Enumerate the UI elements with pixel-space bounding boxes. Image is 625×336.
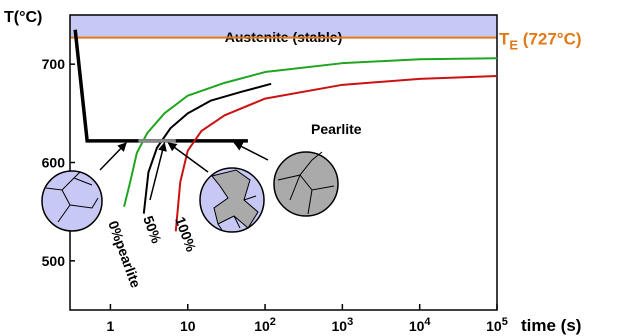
- x-tick-exponent: 3: [347, 316, 353, 328]
- y-tick-label: 700: [42, 56, 66, 72]
- x-tick-label: 10: [180, 318, 196, 334]
- x-tick-exponent: 4: [424, 316, 431, 328]
- microstructure-austenite-disc: [41, 170, 103, 232]
- callout-arrow-3: [233, 142, 269, 161]
- x-tick-label: 104: [409, 316, 432, 334]
- eutectoid-label-value: (727°C): [518, 30, 581, 49]
- eutectoid-label: TE (727°C): [499, 30, 582, 53]
- y-axis-label: T(°C): [4, 9, 42, 26]
- austenite-region: [70, 15, 497, 38]
- series-line-1: [142, 82, 272, 214]
- grain-boundaries: [277, 151, 335, 215]
- x-tick-label: 105: [486, 316, 508, 334]
- x-tick-label: 1: [107, 318, 115, 334]
- grain-boundaries: [45, 171, 99, 223]
- x-tick-label: 102: [254, 316, 276, 334]
- eutectoid-label-sub: E: [509, 38, 518, 53]
- series-label-0: 0%pearlite: [105, 219, 144, 290]
- series-line-0: [123, 57, 498, 207]
- callout-arrow-2: [167, 142, 209, 173]
- x-tick-label: 103: [332, 316, 354, 334]
- microstructure-pearlite-disc: [273, 151, 339, 217]
- microstructure-austenite: [41, 170, 103, 232]
- callout-arrow-1: [149, 141, 167, 201]
- x-tick-exponent: 2: [270, 316, 276, 328]
- x-axis-label: time (s): [521, 316, 581, 335]
- x-tick-exponent: 5: [502, 316, 508, 328]
- y-tick-label: 600: [42, 155, 66, 171]
- microstructure-partial: [199, 167, 265, 233]
- series-label-1: 50%: [140, 214, 165, 246]
- pearlite-annotation: Pearlite: [311, 121, 362, 137]
- pearlite-colony: [211, 169, 259, 229]
- isothermal-path: [73, 29, 248, 143]
- series-label-2: 100%: [172, 215, 199, 255]
- microstructure-pearlite: [273, 151, 339, 217]
- callout-arrow-0: [99, 142, 127, 171]
- y-tick-label: 500: [42, 253, 66, 269]
- grain-boundaries: [217, 195, 257, 231]
- series-line-2: [174, 74, 498, 232]
